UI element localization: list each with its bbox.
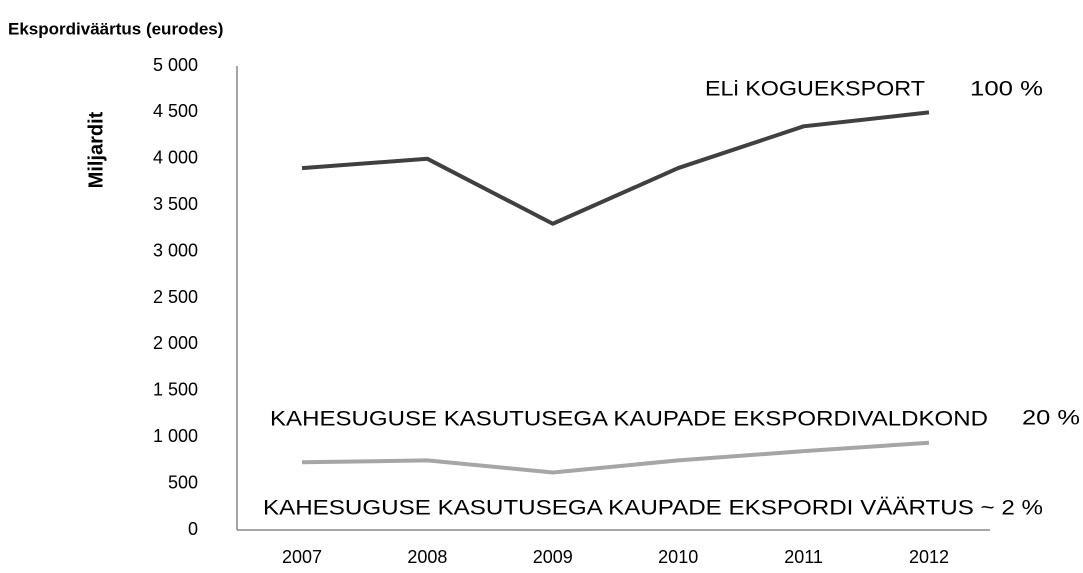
y-tick-label: 3 500	[153, 194, 198, 214]
y-tick-label: 1 000	[153, 426, 198, 446]
y-tick-label: 4 000	[153, 148, 198, 168]
y-tick-label: 0	[188, 519, 198, 539]
y-tick-label: 2 000	[153, 333, 198, 353]
annotation: 20 %	[1022, 407, 1080, 430]
x-tick-label: 2008	[407, 547, 447, 567]
y-tick-label: 5 000	[153, 55, 198, 75]
y-tick-label: 500	[168, 472, 198, 492]
y-tick-label: 4 500	[153, 101, 198, 121]
annotation: 100 %	[970, 78, 1043, 101]
x-tick-label: 2011	[784, 547, 823, 567]
y-tick-label: 1 500	[153, 380, 198, 400]
y-tick-label: 3 000	[153, 240, 198, 260]
series-line	[301, 440, 930, 475]
series-label: ELi KOGUEKSPORT	[705, 78, 925, 101]
series-line	[301, 110, 930, 226]
y-tick-label: 2 500	[153, 287, 198, 307]
x-tick-label: 2010	[658, 547, 698, 567]
chart-title: Ekspordiväärtus (eurodes)	[8, 19, 223, 38]
x-tick-label: 2007	[282, 547, 322, 567]
annotation: KAHESUGUSE KASUTUSEGA KAUPADE EKSPORDI V…	[263, 497, 1043, 520]
y-axis-label: Miljardit	[85, 111, 107, 188]
x-tick-label: 2009	[533, 547, 573, 567]
series-label: KAHESUGUSE KASUTUSEGA KAUPADE EKSPORDIVA…	[270, 408, 988, 431]
x-tick-label: 2012	[909, 547, 949, 567]
